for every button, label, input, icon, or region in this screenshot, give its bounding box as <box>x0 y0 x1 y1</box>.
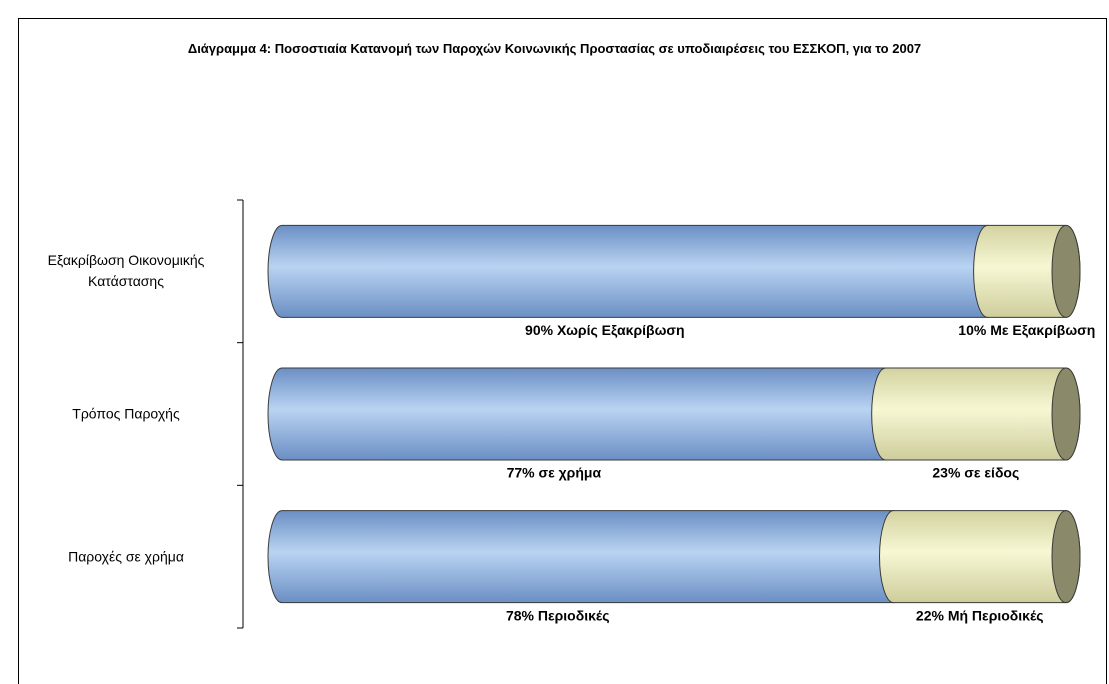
title-box: Διάγραμμα 4: Ποσοστιαία Κατανομή των Παρ… <box>0 39 1109 58</box>
category-label: Τρόπος Παροχής <box>72 405 180 422</box>
chart-frame <box>18 18 1107 684</box>
bar-segment <box>871 367 1081 461</box>
bar-end-cap <box>1051 510 1081 604</box>
bar-segment <box>879 510 1081 604</box>
bar-segment <box>267 510 909 604</box>
category-label: Εξακρίβωση Οικονομικής Κατάστασης <box>47 252 205 290</box>
chart-title: Διάγραμμα 4: Ποσοστιαία Κατανομή των Παρ… <box>187 41 922 56</box>
data-label: 22% Μή Περιοδικές <box>916 607 1044 623</box>
data-label: 77% σε χρήμα <box>507 465 602 481</box>
bar-end-cap <box>1051 224 1081 318</box>
data-label: 10% Με Εξακρίβωση <box>958 322 1095 338</box>
data-label: 78% Περιοδικές <box>506 607 610 623</box>
category-label: Παροχές σε χρήμα <box>68 548 184 565</box>
bar-segment <box>267 224 1003 318</box>
bar-end-cap <box>1051 367 1081 461</box>
bar-segment <box>267 367 901 461</box>
data-label: 90% Χωρίς Εξακρίβωση <box>525 322 684 338</box>
data-label: 23% σε είδος <box>932 465 1019 481</box>
